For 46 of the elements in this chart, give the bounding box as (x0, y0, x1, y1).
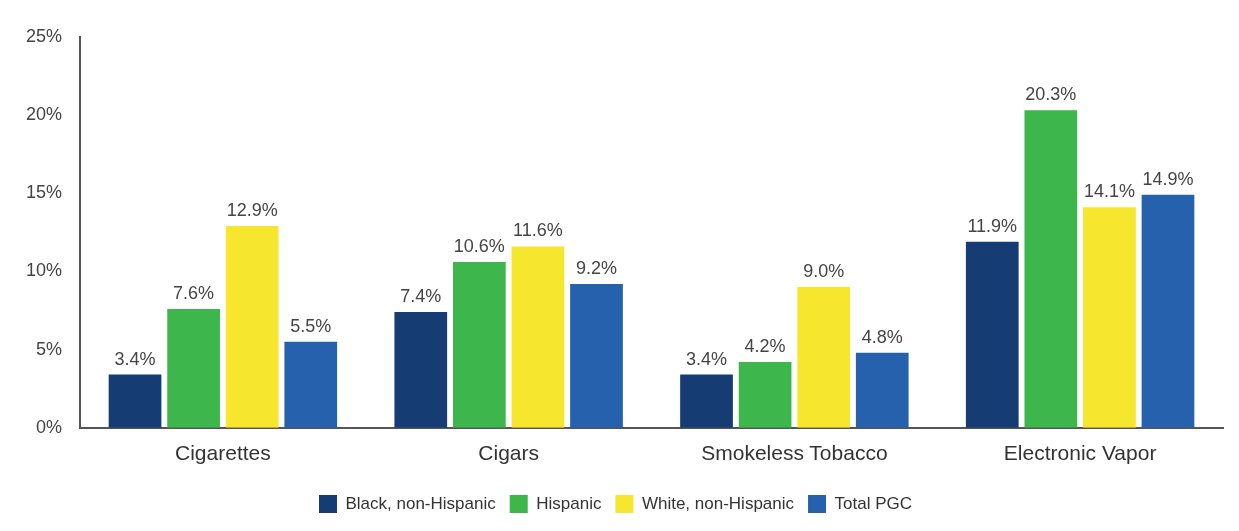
data-label: 11.9% (967, 215, 1018, 236)
bar (394, 312, 448, 428)
data-label: 9.0% (803, 261, 845, 282)
data-label: 4.2% (744, 336, 786, 357)
bar (797, 287, 851, 428)
y-tick-label: 20% (26, 103, 63, 124)
x-tick-label: Cigarettes (175, 441, 271, 465)
bar (570, 283, 623, 428)
bar (965, 241, 1019, 428)
data-label: 11.6% (513, 220, 563, 241)
data-label: 5.5% (290, 315, 332, 336)
legend-label: Black, non-Hispanic (345, 493, 497, 513)
x-tick-label: Cigars (478, 441, 539, 465)
legend-label: White, non-Hispanic (641, 493, 795, 513)
y-tick-label: 0% (36, 416, 63, 437)
y-tick-label: 25% (26, 25, 63, 46)
data-label: 12.9% (226, 200, 278, 221)
bar (738, 362, 792, 428)
bar (167, 308, 220, 428)
bar (1083, 207, 1136, 428)
data-label: 3.4% (686, 348, 728, 369)
y-tick-label: 15% (26, 182, 63, 203)
x-tick-label: Electronic Vapor (1003, 441, 1157, 465)
bar (680, 374, 733, 428)
data-label: 9.2% (575, 257, 618, 278)
x-tick-label: Smokeless Tobacco (701, 441, 888, 465)
data-label: 10.6% (453, 235, 505, 256)
data-label: 4.8% (861, 326, 903, 347)
legend-label: Total PGC (834, 493, 913, 513)
y-tick-label: 5% (36, 338, 63, 359)
data-label: 7.4% (400, 286, 442, 307)
data-label: 3.4% (114, 348, 156, 369)
data-label: 20.3% (1025, 84, 1077, 105)
bar (511, 246, 565, 428)
legend-label: Hispanic (536, 493, 602, 513)
y-tick-label: 10% (26, 260, 63, 281)
data-label: 14.1% (1083, 181, 1135, 202)
bar (855, 352, 909, 428)
bar (452, 262, 506, 428)
bar (1024, 110, 1078, 428)
bar (284, 341, 338, 428)
bar (225, 226, 279, 428)
bar (1141, 194, 1195, 428)
data-label: 14.9% (1142, 168, 1194, 189)
data-label: 7.6% (173, 282, 215, 303)
bar (108, 374, 162, 428)
